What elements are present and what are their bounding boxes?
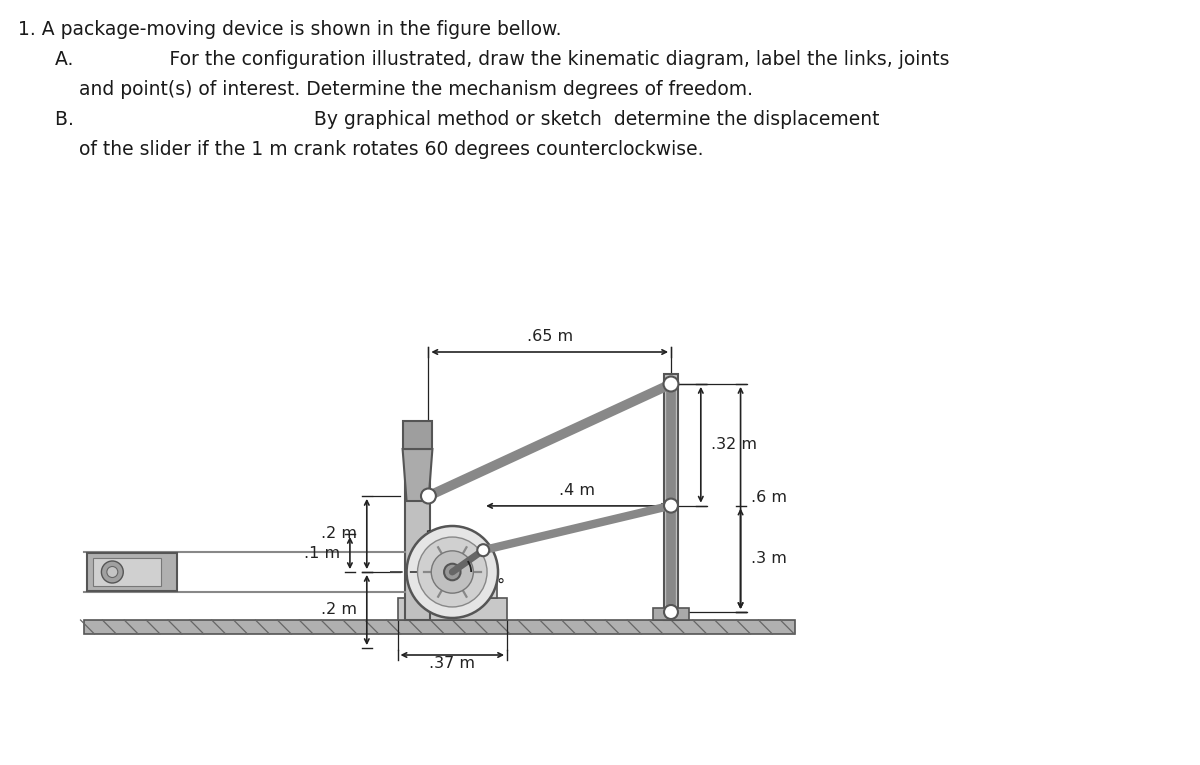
Text: .2 m: .2 m — [320, 526, 356, 542]
Text: .3 m: .3 m — [750, 552, 786, 566]
Bar — [404, 464, 431, 620]
Bar — [408, 582, 497, 598]
Circle shape — [421, 489, 436, 503]
Bar — [397, 598, 506, 620]
Circle shape — [407, 526, 498, 618]
Text: and point(s) of interest. Determine the mechanism degrees of freedom.: and point(s) of interest. Determine the … — [55, 80, 752, 99]
Circle shape — [664, 499, 678, 513]
Circle shape — [664, 376, 678, 392]
Bar — [94, 558, 161, 586]
Text: 1. A package-moving device is shown in the figure bellow.: 1. A package-moving device is shown in t… — [18, 20, 562, 39]
Text: .37 m: .37 m — [430, 656, 475, 671]
Text: .1 m: .1 m — [420, 530, 456, 545]
Text: .1 m: .1 m — [304, 545, 340, 561]
Text: .6 m: .6 m — [750, 490, 786, 506]
Bar — [402, 421, 432, 449]
Text: .2 m: .2 m — [320, 603, 356, 617]
Text: B.                                        By graphical method or sketch  determi: B. By graphical method or sketch determi — [55, 110, 880, 129]
Bar — [84, 620, 796, 634]
Circle shape — [444, 564, 461, 581]
Text: .4 m: .4 m — [559, 483, 595, 498]
Bar — [653, 608, 689, 620]
Circle shape — [431, 551, 473, 593]
Circle shape — [478, 544, 490, 556]
Bar — [88, 553, 176, 591]
Circle shape — [664, 605, 678, 619]
Text: of the slider if the 1 m crank rotates 60 degrees counterclockwise.: of the slider if the 1 m crank rotates 6… — [55, 140, 703, 159]
Circle shape — [107, 567, 118, 578]
Polygon shape — [402, 449, 432, 501]
Bar — [664, 374, 678, 620]
Circle shape — [101, 561, 124, 583]
Text: .65 m: .65 m — [527, 329, 572, 344]
Text: 35°: 35° — [478, 578, 506, 593]
Text: A.                For the configuration illustrated, draw the kinematic diagram,: A. For the configuration illustrated, dr… — [55, 50, 949, 69]
Circle shape — [418, 537, 487, 607]
Text: .32 m: .32 m — [710, 438, 757, 452]
